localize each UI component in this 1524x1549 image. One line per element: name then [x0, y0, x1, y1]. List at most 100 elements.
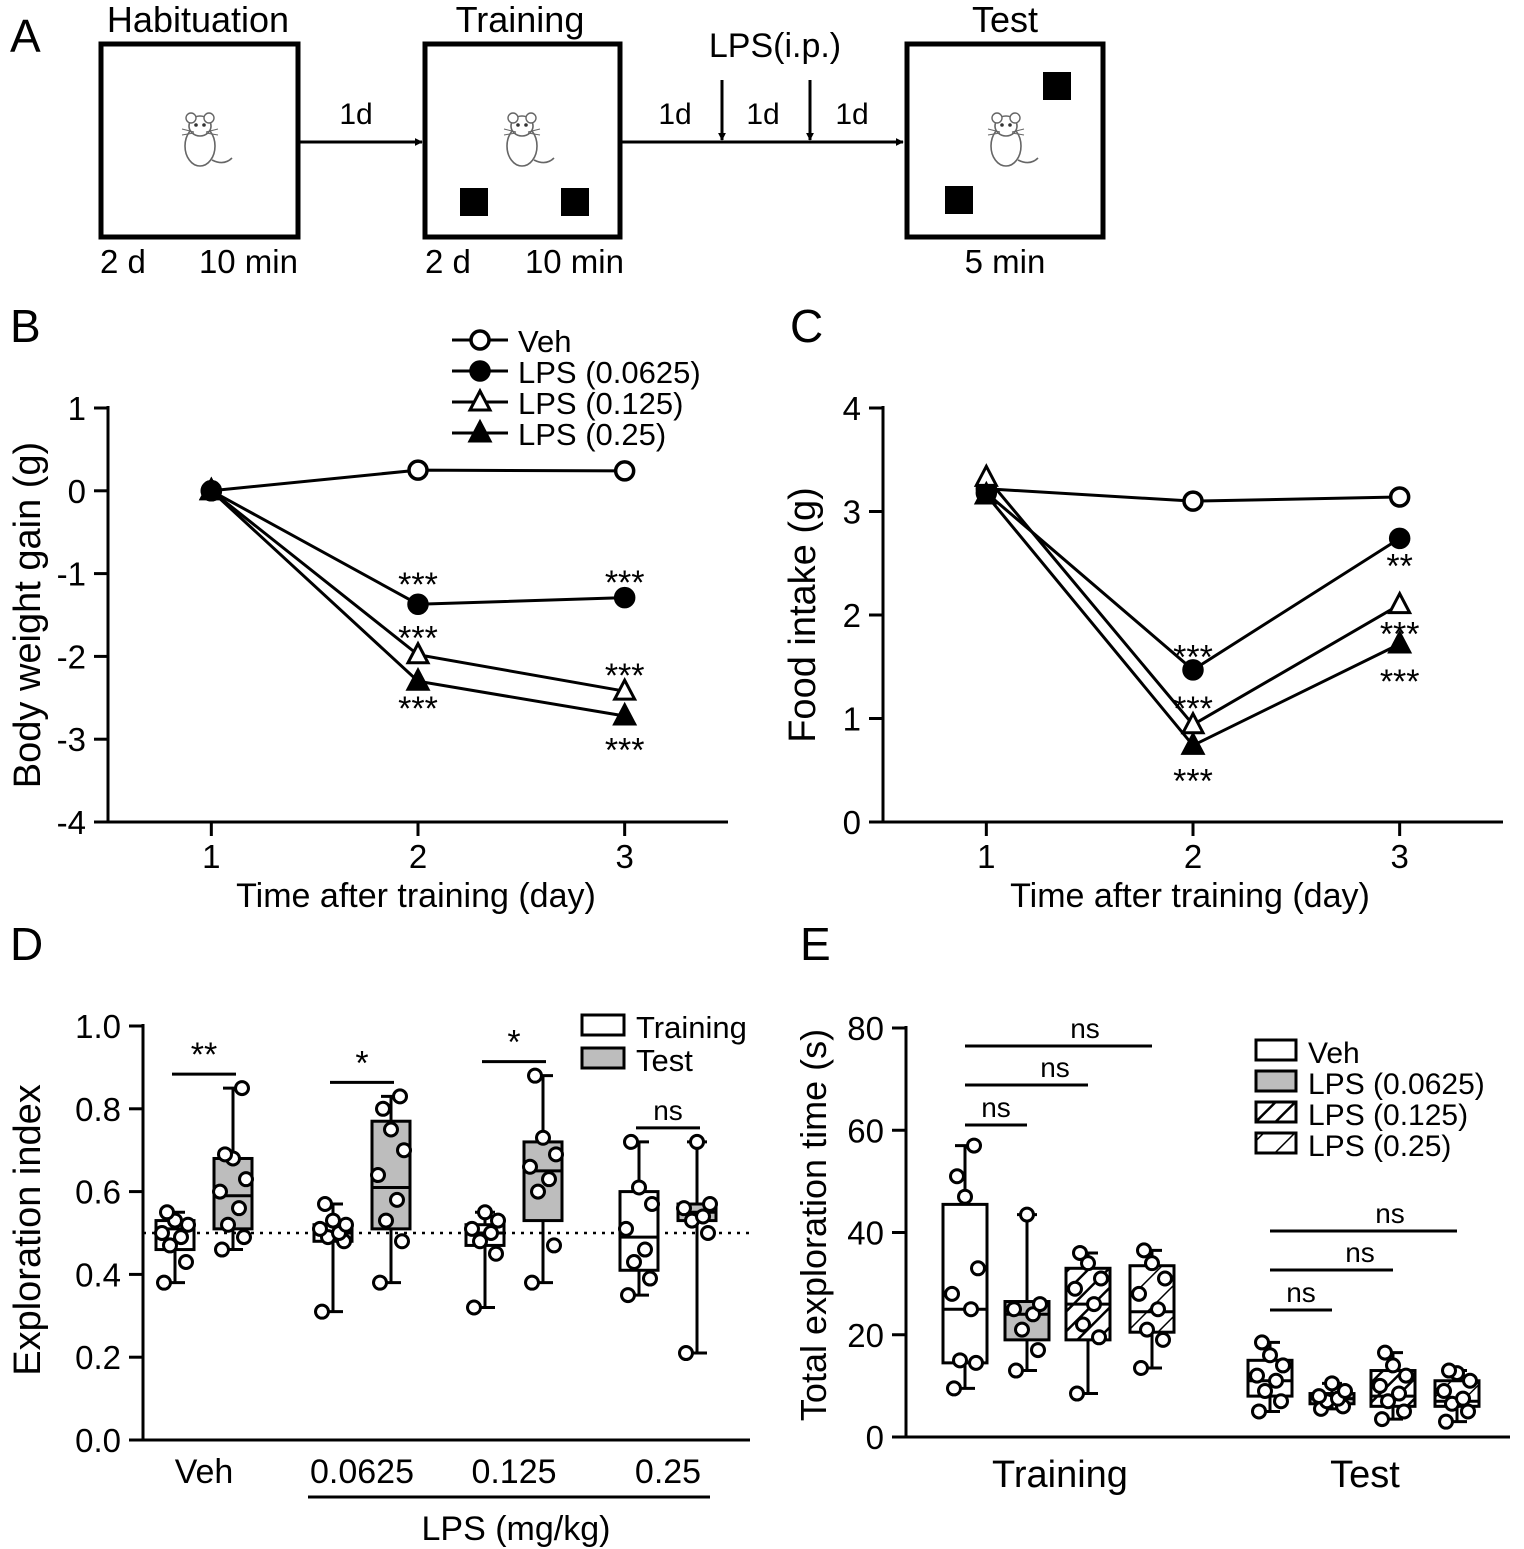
data-point: [535, 1129, 551, 1146]
data-point: [407, 459, 429, 481]
data-point: [1155, 1331, 1171, 1348]
data-point: [1387, 590, 1413, 615]
data-point: [1072, 1244, 1088, 1261]
object-square: [1043, 72, 1071, 100]
data-point: [1144, 1255, 1160, 1272]
legend-swatch: [1254, 1038, 1298, 1062]
comparison-label: ns: [1375, 1198, 1405, 1229]
data-point: [612, 701, 638, 726]
object-square: [945, 186, 973, 214]
data-point: [676, 1200, 692, 1217]
data-point: [1006, 1301, 1022, 1318]
legend-swatch: [580, 1013, 626, 1037]
series-line-2: [985, 476, 1401, 727]
data-point: [180, 1216, 196, 1233]
object-square: [561, 188, 589, 216]
data-point: [325, 1212, 341, 1229]
data-point: [623, 1133, 639, 1150]
data-point: [678, 1345, 694, 1362]
y-tick-label: 0.2: [75, 1339, 121, 1376]
data-point: [1249, 1367, 1265, 1384]
data-point: [1460, 1403, 1476, 1420]
x-tick-label: 2: [1184, 838, 1202, 875]
data-point: [483, 1225, 499, 1241]
data-point: [312, 1220, 328, 1237]
data-point: [1008, 1362, 1024, 1379]
data-point: [700, 1225, 716, 1241]
legend-label: Training: [636, 1010, 747, 1045]
y-tick-label: 40: [847, 1215, 884, 1252]
significance-label: *: [507, 1024, 520, 1062]
data-point: [1251, 1403, 1267, 1420]
data-point: [642, 1270, 658, 1287]
comparison-label: ns: [1345, 1237, 1375, 1268]
legend-marker: [469, 360, 491, 382]
significance-label: ***: [1173, 763, 1213, 801]
category-label: Veh: [175, 1453, 234, 1491]
legend-label: LPS (0.125): [518, 386, 683, 421]
comparison-label: ns: [1070, 1013, 1100, 1044]
data-point: [212, 1183, 228, 1200]
data-point: [1182, 659, 1204, 681]
data-point: [1268, 1372, 1284, 1389]
data-point: [370, 1167, 386, 1184]
legend-swatch: [1254, 1069, 1298, 1093]
data-point: [1139, 1321, 1155, 1338]
data-point: [626, 1253, 642, 1270]
category-label: 0.0625: [310, 1453, 414, 1491]
b-xlabel: Time after training (day): [236, 877, 596, 915]
data-point: [236, 1229, 252, 1246]
y-tick-label: 0: [843, 804, 861, 841]
data-point: [1337, 1382, 1353, 1399]
y-tick-label: 2: [843, 597, 861, 634]
box: [941, 1202, 989, 1365]
y-tick-label: 60: [847, 1112, 884, 1149]
data-point: [522, 1158, 538, 1175]
significance-label: **: [191, 1036, 217, 1074]
data-point: [392, 1088, 408, 1105]
data-point: [944, 1285, 960, 1302]
panel-a: A Habituation 2 d 10 min 1d Training 2 d…: [10, 0, 1106, 280]
data-point: [1324, 1375, 1340, 1392]
data-point: [966, 1137, 982, 1154]
b-ylabel: Body weight gain (g): [7, 442, 49, 788]
data-point: [338, 1216, 354, 1233]
category-label: Training: [992, 1454, 1128, 1496]
panel-letter-a: A: [10, 10, 41, 62]
data-point: [162, 1237, 178, 1254]
legend-label: LPS (0.0625): [518, 355, 701, 390]
data-point: [524, 1274, 540, 1291]
data-point: [314, 1303, 330, 1320]
data-point: [231, 1200, 247, 1217]
data-point: [970, 1260, 986, 1277]
c-xlabel: Time after training (day): [1010, 877, 1370, 915]
gap-label-2c: 1d: [835, 98, 868, 131]
data-point: [1014, 1321, 1030, 1338]
data-point: [1257, 1382, 1273, 1399]
data-point: [1032, 1296, 1048, 1313]
significance-label: ***: [398, 690, 438, 728]
habituation-title: Habituation: [107, 0, 289, 40]
gap-label-1: 1d: [339, 98, 372, 131]
legend-label: LPS (0.25): [1308, 1130, 1451, 1163]
panel-letter-b: B: [10, 300, 41, 352]
data-point: [1067, 1280, 1083, 1297]
training-title: Training: [456, 0, 585, 40]
significance-label: ns: [653, 1095, 683, 1126]
data-point: [1455, 1390, 1471, 1407]
data-point: [1438, 1413, 1454, 1430]
data-point: [1462, 1372, 1478, 1389]
legend-swatch: [1254, 1131, 1298, 1155]
data-point: [375, 1100, 391, 1117]
data-point: [234, 1080, 250, 1097]
significance-label: ***: [398, 566, 438, 604]
data-point: [466, 1299, 482, 1316]
data-point: [1311, 1388, 1327, 1405]
x-tick-label: 1: [977, 838, 995, 875]
data-point: [946, 1380, 962, 1397]
y-tick-label: -3: [57, 721, 86, 758]
y-tick-label: 1: [843, 701, 861, 738]
data-point: [472, 1233, 488, 1250]
data-point: [154, 1225, 170, 1241]
